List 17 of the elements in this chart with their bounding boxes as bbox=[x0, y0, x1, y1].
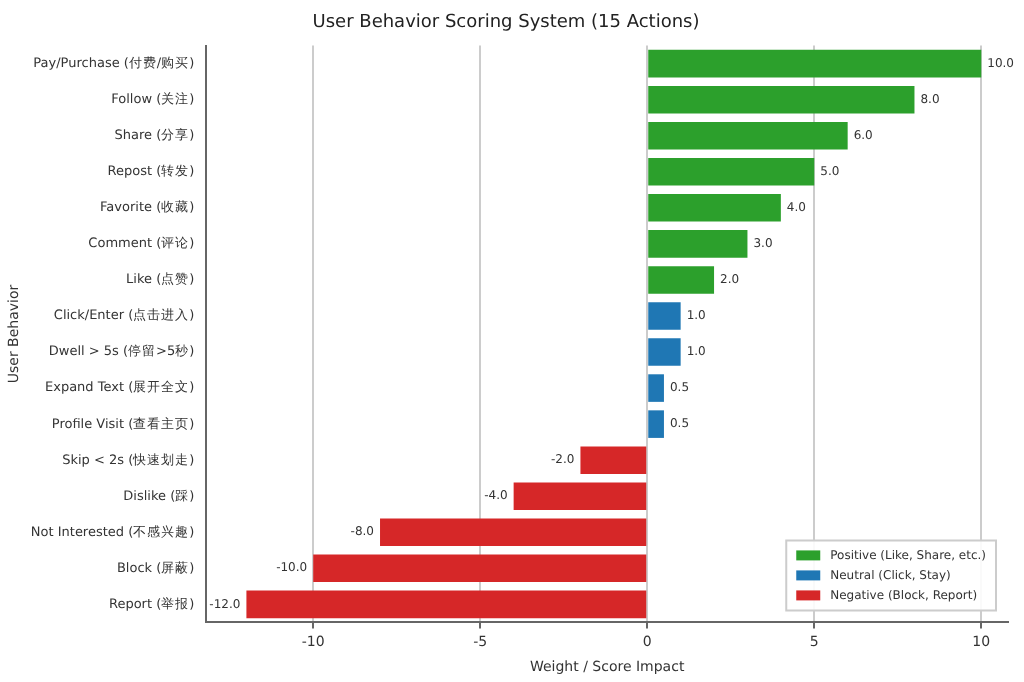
bar bbox=[648, 85, 915, 114]
bar bbox=[648, 338, 681, 366]
bar bbox=[648, 157, 815, 186]
bar bbox=[513, 482, 647, 511]
bar bbox=[648, 49, 982, 78]
bar bbox=[648, 302, 681, 330]
bar bbox=[648, 266, 715, 294]
bar bbox=[380, 518, 647, 547]
bar bbox=[648, 194, 781, 222]
bar bbox=[246, 590, 647, 619]
bar bbox=[648, 374, 664, 402]
bar bbox=[648, 410, 664, 438]
bar bbox=[313, 554, 647, 583]
chart-title: User Behavior Scoring System (15 Actions) bbox=[312, 13, 700, 34]
bar bbox=[648, 230, 748, 258]
bar bbox=[580, 446, 647, 474]
bar bbox=[648, 121, 848, 150]
